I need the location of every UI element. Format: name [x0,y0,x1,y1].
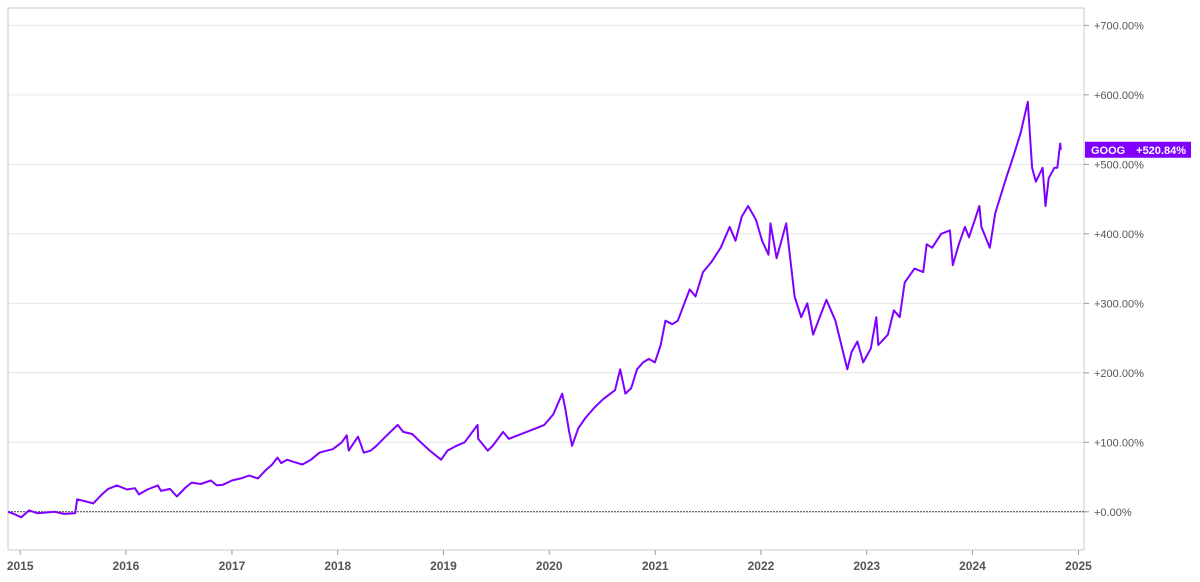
x-tick-label: 2020 [536,559,563,573]
y-tick-label: +500.00% [1094,159,1144,171]
series-name-label: GOOG [1091,145,1125,157]
x-tick-label: 2017 [219,559,246,573]
y-tick-label: +700.00% [1094,20,1144,32]
gridlines [8,24,1084,443]
y-tick-label: +600.00% [1094,90,1144,102]
x-tick-label: 2021 [642,559,669,573]
y-tick-label: +100.00% [1094,437,1144,449]
x-tick-label: 2024 [959,559,986,573]
y-axis: +0.00% +100.00% +200.00% +300.00% +400.00% +5… [1084,20,1144,519]
x-tick-label: 2023 [853,559,880,573]
x-tick-label: 2015 [7,559,34,573]
y-tick-label: +400.00% [1094,229,1144,241]
x-axis: 2015 2016 2017 2018 2019 2020 2021 2022 2023 2024… [7,550,1092,573]
series-line-goog [7,100,1062,519]
y-tick-label: +300.00% [1094,298,1144,310]
y-tick-label: +0.00% [1094,507,1132,519]
x-tick-label: 2022 [748,559,775,573]
plot-frame [7,7,1085,551]
last-value-badge-bg [1085,141,1191,158]
y-tick-label: +200.00% [1094,368,1144,380]
last-value-label: +520.84% [1136,145,1186,157]
x-tick-label: 2018 [324,559,351,573]
x-tick-label: 2016 [113,559,140,573]
x-tick-label: 2019 [430,559,457,573]
last-value-badge: GOOG +520.84% [1085,141,1191,158]
x-tick-label: 2025 [1065,559,1092,573]
